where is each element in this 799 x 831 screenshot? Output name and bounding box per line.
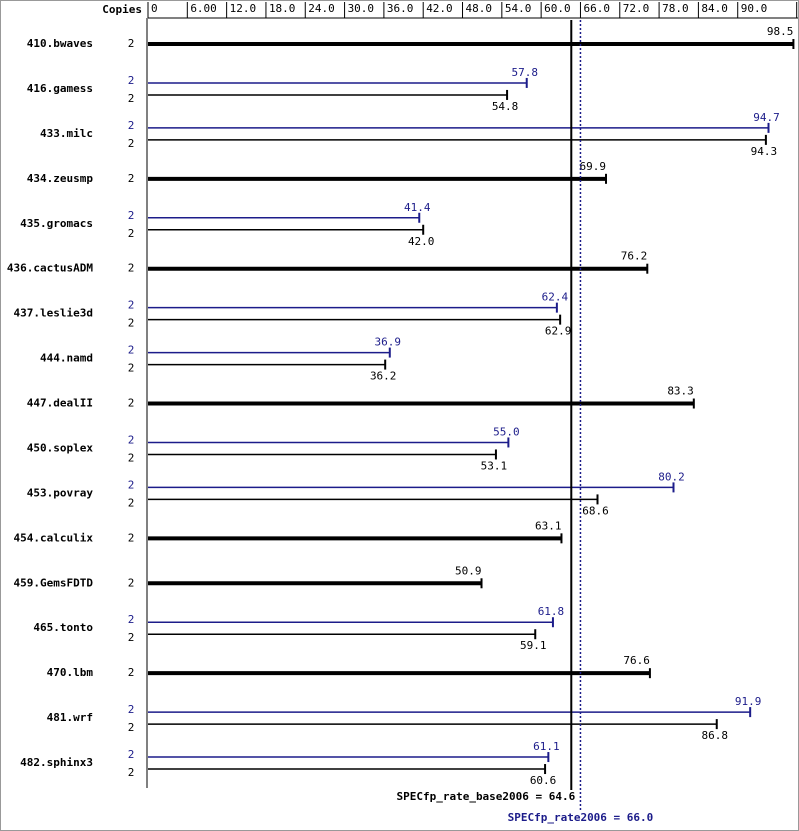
value-label: 69.9 (580, 160, 607, 173)
benchmark-name: 454.calculix (14, 531, 94, 544)
copies: 2 (128, 344, 135, 357)
value-label: 61.1 (533, 740, 560, 753)
copies: 2 (128, 299, 135, 312)
copies: 2 (128, 531, 135, 544)
copies: 2 (128, 496, 135, 509)
x-tick-label: 48.0 (466, 2, 493, 15)
value-label: 50.9 (455, 564, 482, 577)
benchmark-name: 450.soplex (27, 441, 94, 454)
value-label: 83.3 (667, 385, 694, 398)
value-label: 59.1 (520, 639, 547, 652)
value-label: 54.8 (492, 100, 519, 113)
copies: 2 (128, 92, 135, 105)
value-label: 63.1 (535, 519, 562, 532)
value-label: 86.8 (702, 729, 729, 742)
copies: 2 (128, 37, 135, 50)
copies: 2 (128, 172, 135, 185)
benchmark-name: 453.povray (27, 486, 94, 499)
value-label: 61.8 (538, 605, 565, 618)
copies: 2 (128, 703, 135, 716)
value-label: 62.9 (545, 325, 572, 338)
copies: 2 (128, 721, 135, 734)
value-label: 57.8 (511, 66, 538, 79)
value-label: 94.3 (751, 145, 778, 158)
x-tick-label: 12.0 (230, 2, 257, 15)
axis-label: Copies (102, 3, 142, 16)
value-label: 80.2 (658, 470, 685, 483)
benchmark-name: 437.leslie3d (14, 307, 93, 320)
value-label: 76.6 (623, 654, 650, 667)
x-tick-label: 78.0 (662, 2, 689, 15)
benchmark-name: 465.tonto (33, 621, 93, 634)
value-label: 41.4 (404, 201, 431, 214)
value-label: 91.9 (735, 695, 762, 708)
benchmark-name: 434.zeusmp (27, 172, 94, 185)
value-label: 98.5 (767, 25, 794, 38)
value-label: 36.9 (375, 336, 402, 349)
copies: 2 (128, 631, 135, 644)
mean-label: SPECfp_rate_base2006 = 64.6 (396, 790, 575, 803)
copies: 2 (128, 666, 135, 679)
benchmark-name: 410.bwaves (27, 37, 93, 50)
x-tick-label: 72.0 (623, 2, 650, 15)
x-tick-label: 24.0 (308, 2, 335, 15)
copies: 2 (128, 478, 135, 491)
copies: 2 (128, 362, 135, 375)
copies: 2 (128, 209, 135, 222)
value-label: 36.2 (370, 370, 397, 383)
benchmark-name: 435.gromacs (20, 217, 93, 230)
benchmark-name: 447.dealII (27, 397, 93, 410)
value-label: 76.2 (621, 250, 648, 263)
copies: 2 (128, 119, 135, 132)
x-tick-label: 18.0 (269, 2, 296, 15)
copies: 2 (128, 397, 135, 410)
value-label: 53.1 (481, 459, 508, 472)
benchmark-name: 481.wrf (47, 711, 93, 724)
copies: 2 (128, 451, 135, 464)
x-tick-label: 30.0 (348, 2, 375, 15)
copies: 2 (128, 262, 135, 275)
benchmark-name: 482.sphinx3 (20, 756, 93, 769)
value-label: 68.6 (582, 504, 609, 517)
copies: 2 (128, 576, 135, 589)
benchmark-name: 444.namd (40, 352, 93, 365)
x-tick-label: 36.0 (387, 2, 414, 15)
x-tick-label: 6.00 (190, 2, 217, 15)
copies: 2 (128, 433, 135, 446)
copies: 2 (128, 137, 135, 150)
copies: 2 (128, 766, 135, 779)
x-tick-label: 0 (151, 2, 158, 15)
value-label: 42.0 (408, 235, 435, 248)
mean-label: SPECfp_rate2006 = 66.0 (508, 811, 654, 824)
copies: 2 (128, 613, 135, 626)
copies: 2 (128, 227, 135, 240)
benchmark-name: 459.GemsFDTD (14, 576, 94, 589)
x-tick-label: 66.0 (583, 2, 610, 15)
x-tick-label: 42.0 (426, 2, 453, 15)
value-label: 55.0 (493, 425, 520, 438)
value-label: 94.7 (753, 111, 780, 124)
benchmark-name: 470.lbm (47, 666, 94, 679)
x-tick-label: 90.0 (741, 2, 768, 15)
copies: 2 (128, 74, 135, 87)
benchmark-name: 433.milc (40, 127, 93, 140)
benchmark-name: 416.gamess (27, 82, 93, 95)
benchmark-name: 436.cactusADM (7, 262, 93, 275)
x-tick-label: 84.0 (701, 2, 728, 15)
copies: 2 (128, 317, 135, 330)
x-tick-label: 60.0 (544, 2, 571, 15)
value-label: 60.6 (530, 774, 557, 787)
value-label: 62.4 (542, 291, 569, 304)
copies: 2 (128, 748, 135, 761)
x-tick-label: 54.0 (505, 2, 532, 15)
